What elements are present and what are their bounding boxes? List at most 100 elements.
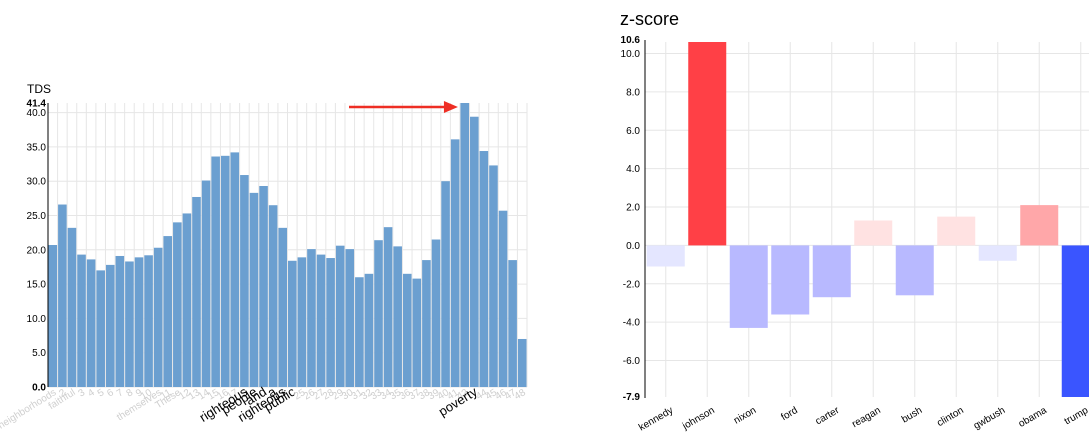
tds-bar[interactable] — [479, 151, 489, 387]
tds-bar[interactable] — [355, 277, 364, 387]
tds-bar[interactable] — [470, 116, 479, 387]
tds-y-tick-label: 0.0 — [32, 383, 46, 394]
tds-bar[interactable] — [297, 257, 307, 387]
tds-bar[interactable] — [115, 255, 125, 387]
tds-bar[interactable] — [278, 227, 287, 387]
tds-bar[interactable] — [345, 249, 355, 387]
zscore-bar[interactable] — [771, 245, 810, 315]
tds-bar[interactable] — [58, 204, 67, 387]
zscore-y-max-label: 10.6 — [621, 35, 641, 46]
tds-y-tick-label: 10.0 — [27, 314, 47, 325]
tds-bar[interactable] — [240, 175, 249, 387]
tds-x-tick-label: 2 — [57, 387, 68, 400]
zscore-bar[interactable] — [812, 245, 851, 298]
zscore-x-tick-label: ford — [779, 405, 799, 423]
tds-bar[interactable] — [326, 258, 335, 387]
tds-bar[interactable] — [163, 236, 173, 387]
tds-bar[interactable] — [316, 254, 326, 387]
tds-bar[interactable] — [460, 103, 470, 387]
zscore-bars — [646, 42, 1089, 397]
zscore-x-tick-label: obama — [1017, 405, 1049, 430]
tds-bar[interactable] — [335, 245, 345, 387]
zscore-x-tick-label: kennedy — [637, 405, 675, 433]
zscore-x-ticks: kennedy johnson nixon ford carter reagan bush c… — [637, 405, 1089, 434]
tds-bar[interactable] — [268, 205, 278, 387]
zscore-x-tick-label: johnson — [680, 405, 717, 433]
tds-bar[interactable] — [220, 155, 230, 387]
zscore-y-tick-label: 4.0 — [626, 164, 640, 175]
tds-bar[interactable] — [96, 270, 105, 387]
tds-bar[interactable] — [230, 152, 240, 387]
tds-bars — [48, 103, 527, 387]
tds-bar[interactable] — [508, 260, 517, 387]
tds-bar[interactable] — [374, 240, 383, 387]
tds-bar[interactable] — [383, 227, 393, 387]
tds-bar[interactable] — [422, 260, 431, 387]
tds-bar[interactable] — [153, 247, 163, 387]
tds-x-tick-label: 4 — [86, 387, 97, 400]
tds-bar[interactable] — [182, 213, 192, 387]
tds-bar[interactable] — [498, 210, 508, 387]
tds-x-tick-label: neighborhoods — [0, 387, 58, 431]
zscore-x-tick-label: carter — [814, 405, 842, 428]
zscore-x-tick-label: nixon — [732, 405, 758, 426]
tds-bar[interactable] — [517, 338, 527, 387]
zscore-bar[interactable] — [978, 245, 1017, 261]
tds-bar[interactable] — [77, 254, 86, 387]
tds-bar[interactable] — [192, 196, 201, 387]
tds-bar[interactable] — [402, 273, 412, 387]
zscore-bar[interactable] — [854, 220, 893, 246]
tds-bar[interactable] — [412, 278, 422, 387]
tds-bar[interactable] — [201, 180, 211, 387]
zscore-y-tick-label: 0.0 — [626, 241, 640, 252]
zscore-y-ticks: -6.0 -4.0 -2.0 0.0 2.0 4.0 6.0 8.0 10.0 10.6 -7.9 — [621, 35, 641, 403]
zscore-y-tick-label: -2.0 — [623, 279, 641, 290]
tds-y-tick-label: 15.0 — [27, 280, 47, 291]
tds-x-tick-label: 9 — [134, 387, 145, 400]
tds-axis-title: TDS — [27, 82, 51, 96]
zscore-bar[interactable] — [1061, 245, 1089, 397]
zscore-bar[interactable] — [688, 42, 727, 246]
tds-bar[interactable] — [259, 186, 268, 387]
tds-bar[interactable] — [441, 181, 450, 387]
tds-bar[interactable] — [393, 246, 402, 387]
annotation-arrow — [349, 101, 458, 113]
zscore-bar[interactable] — [729, 245, 768, 328]
tds-bar[interactable] — [86, 259, 96, 387]
zscore-bar[interactable] — [646, 245, 685, 267]
zscore-y-tick-label: 6.0 — [626, 126, 640, 137]
tds-y-tick-label: 30.0 — [27, 177, 47, 188]
tds-bar[interactable] — [288, 260, 297, 387]
tds-x-tick-label: 3 — [77, 387, 88, 400]
tds-bar[interactable] — [307, 249, 316, 387]
tds-x-tick-label: 8 — [124, 387, 135, 400]
tds-bar[interactable] — [105, 264, 115, 387]
zscore-x-tick-label: bush — [900, 405, 924, 425]
zscore-y-tick-label: 2.0 — [626, 203, 640, 214]
tds-bar[interactable] — [134, 257, 144, 387]
tds-y-tick-label: 35.0 — [27, 142, 47, 153]
zscore-y-tick-label: -6.0 — [623, 356, 641, 367]
zscore-y-tick-label: -4.0 — [623, 318, 641, 329]
zscore-x-tick-label: reagan — [850, 405, 882, 430]
tds-bar[interactable] — [173, 222, 182, 387]
tds-y-tick-label: 5.0 — [32, 348, 46, 359]
zscore-bar[interactable] — [937, 216, 976, 246]
tds-bar[interactable] — [249, 192, 259, 387]
zscore-bar[interactable] — [895, 245, 934, 296]
tds-bar[interactable] — [489, 165, 498, 387]
tds-bar[interactable] — [67, 227, 77, 387]
tds-bar[interactable] — [450, 139, 460, 387]
zscore-y-min-label: -7.9 — [623, 392, 641, 403]
tds-bar[interactable] — [125, 261, 134, 387]
zscore-x-tick-label: trump — [1063, 405, 1089, 428]
tds-bar[interactable] — [144, 255, 153, 387]
tds-bar[interactable] — [431, 239, 441, 387]
tds-bar[interactable] — [364, 273, 374, 387]
zscore-bar[interactable] — [1020, 205, 1059, 246]
tds-gridlines — [47, 103, 528, 388]
tds-x-tick-label: 5 — [96, 387, 107, 400]
zscore-x-tick-label: gwbush — [972, 405, 1007, 432]
tds-bar[interactable] — [48, 245, 58, 387]
tds-bar[interactable] — [211, 156, 220, 387]
